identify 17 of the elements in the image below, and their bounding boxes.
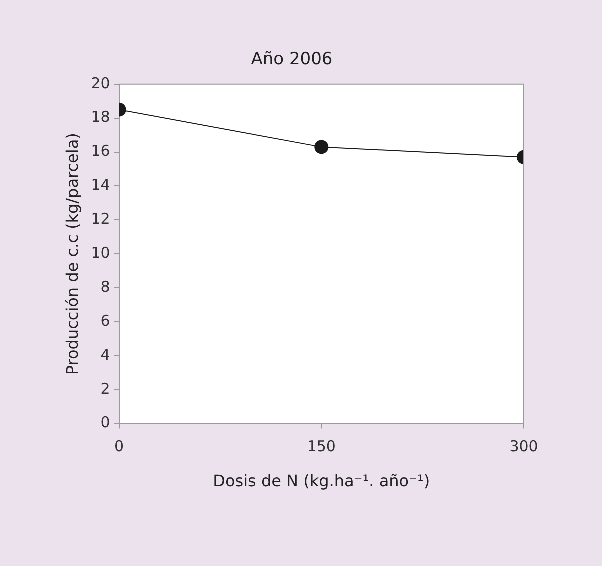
- y-tick-label: 6: [100, 312, 110, 330]
- y-axis-title: Producción de c.c (kg/parcela): [62, 133, 82, 376]
- x-axis-title: Dosis de N (kg.ha⁻¹. año⁻¹): [213, 472, 430, 491]
- x-tick-label: 0: [114, 438, 124, 456]
- x-tick-label: 300: [510, 438, 538, 456]
- x-tick-label: 150: [307, 438, 336, 456]
- y-tick-label: 4: [100, 346, 110, 364]
- y-tick-label: 18: [91, 108, 110, 126]
- y-tick-label: 0: [100, 414, 110, 432]
- y-tick-label: 14: [91, 176, 110, 194]
- y-tick-label: 10: [91, 244, 110, 262]
- y-tick-label: 16: [91, 142, 110, 160]
- chart-title: Año 2006: [251, 50, 333, 70]
- y-tick-label: 2: [100, 380, 110, 398]
- y-tick-label: 8: [100, 278, 110, 296]
- y-tick-label: 20: [91, 74, 110, 92]
- y-tick-label: 12: [91, 210, 110, 228]
